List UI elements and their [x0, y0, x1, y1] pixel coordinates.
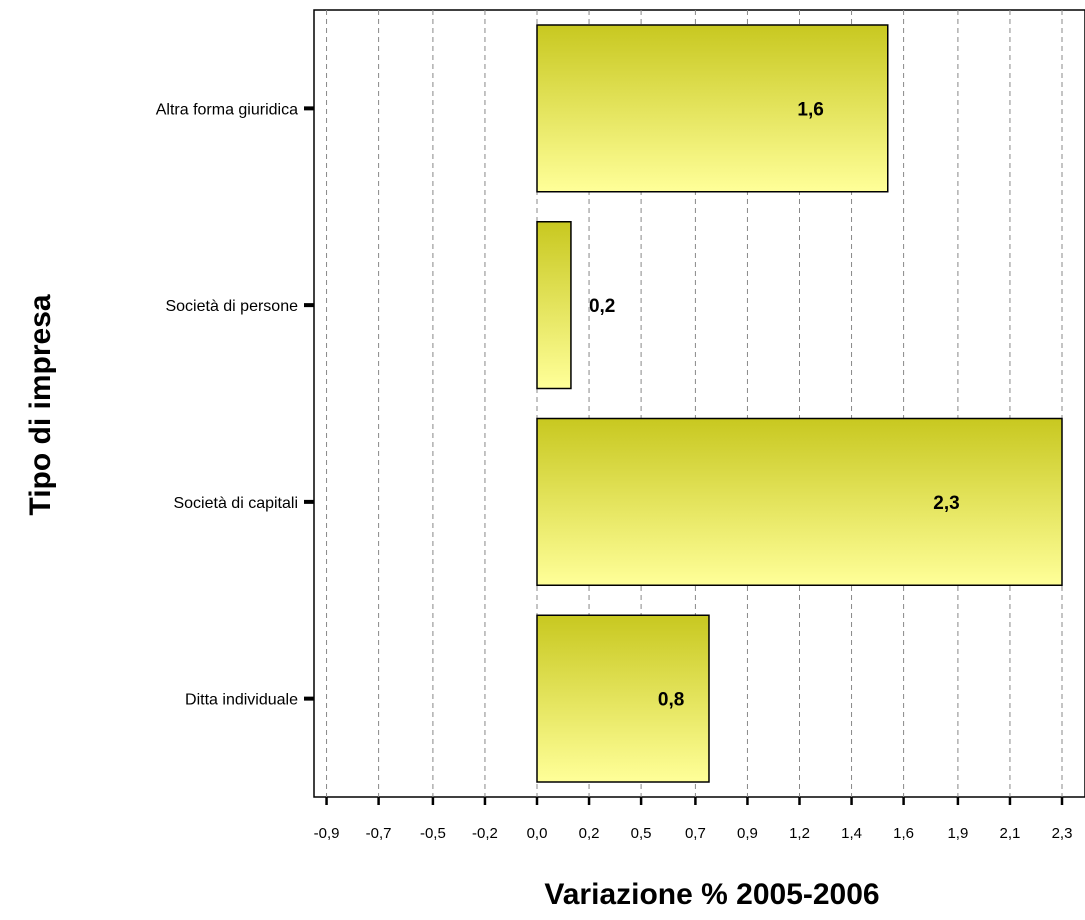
bar: [536, 221, 572, 390]
data-label: 0,8: [658, 690, 684, 711]
x-tick-label: 0,0: [527, 825, 548, 842]
x-tick-label: 0,9: [737, 825, 758, 842]
data-label: 1,6: [797, 99, 823, 120]
x-tick-label: -0,2: [472, 825, 498, 842]
x-tick-label: 0,2: [579, 825, 600, 842]
y-axis: Altra forma giuridica Società di persone S…: [156, 101, 314, 709]
data-label: 2,3: [933, 493, 959, 514]
category-label: Società di persone: [165, 298, 298, 315]
x-tick-label: 0,7: [685, 825, 706, 842]
x-tick-label: -0,5: [420, 825, 446, 842]
category-label: Società di capitali: [173, 495, 298, 512]
bar: [536, 614, 710, 783]
x-tick-label: 2,3: [1052, 825, 1073, 842]
category-label: Altra forma giuridica: [156, 101, 298, 118]
x-axis-title: Variazione % 2005-2006: [544, 878, 879, 911]
x-tick-label: 1,9: [947, 825, 968, 842]
bar: [536, 24, 889, 193]
x-tick-label: 1,4: [841, 825, 862, 842]
x-tick-label: 1,6: [893, 825, 914, 842]
bars: 1,6 0,2 2,3 0,8: [536, 24, 1063, 783]
x-tick-label: 1,2: [789, 825, 810, 842]
x-tick-label: -0,7: [366, 825, 392, 842]
x-tick-label: -0,9: [314, 825, 340, 842]
x-tick-label: 2,1: [1000, 825, 1021, 842]
x-tick-label: 0,5: [631, 825, 652, 842]
bar: [536, 417, 1063, 586]
x-axis: -0,9 -0,7 -0,5 -0,2 0,0 0,2 0,5 0,7 0,9 1,2 1,4 1,6…: [314, 797, 1073, 842]
data-label: 0,2: [589, 296, 615, 317]
y-axis-title: Tipo di impresa: [24, 294, 57, 515]
category-label: Ditta individuale: [185, 692, 298, 709]
